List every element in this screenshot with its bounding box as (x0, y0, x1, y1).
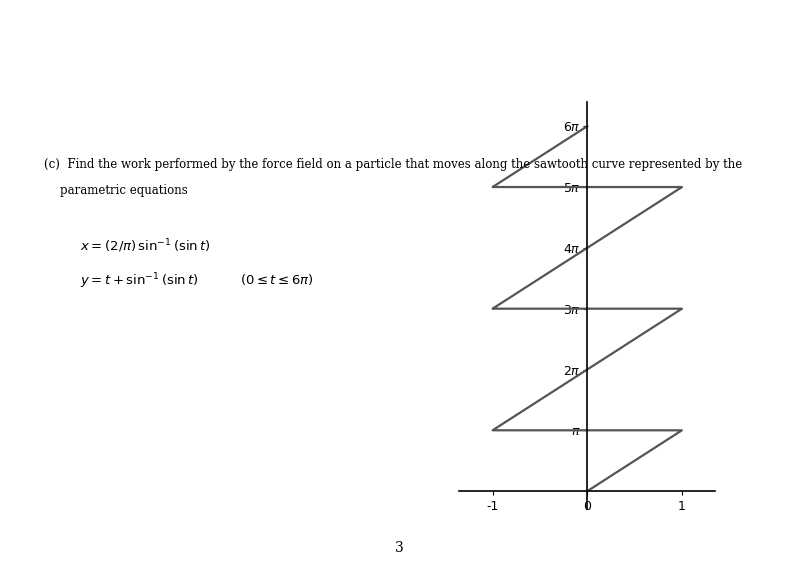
Text: (c)  Find the work performed by the force field on a particle that moves along t: (c) Find the work performed by the force… (44, 158, 742, 171)
Text: parametric equations: parametric equations (60, 184, 188, 197)
Text: $y = t + \sin^{-1}(\sin t)$: $y = t + \sin^{-1}(\sin t)$ (80, 272, 199, 291)
Text: 3: 3 (396, 541, 403, 555)
Text: $(0 \leq t \leq 6\pi)$: $(0 \leq t \leq 6\pi)$ (240, 272, 313, 287)
Text: $x = (2/\pi)\,\sin^{-1}(\sin t)$: $x = (2/\pi)\,\sin^{-1}(\sin t)$ (80, 238, 210, 255)
